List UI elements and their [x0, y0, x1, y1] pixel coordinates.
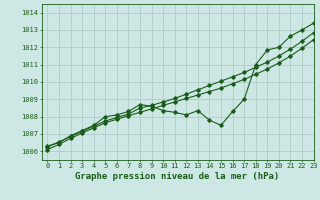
X-axis label: Graphe pression niveau de la mer (hPa): Graphe pression niveau de la mer (hPa): [76, 172, 280, 181]
